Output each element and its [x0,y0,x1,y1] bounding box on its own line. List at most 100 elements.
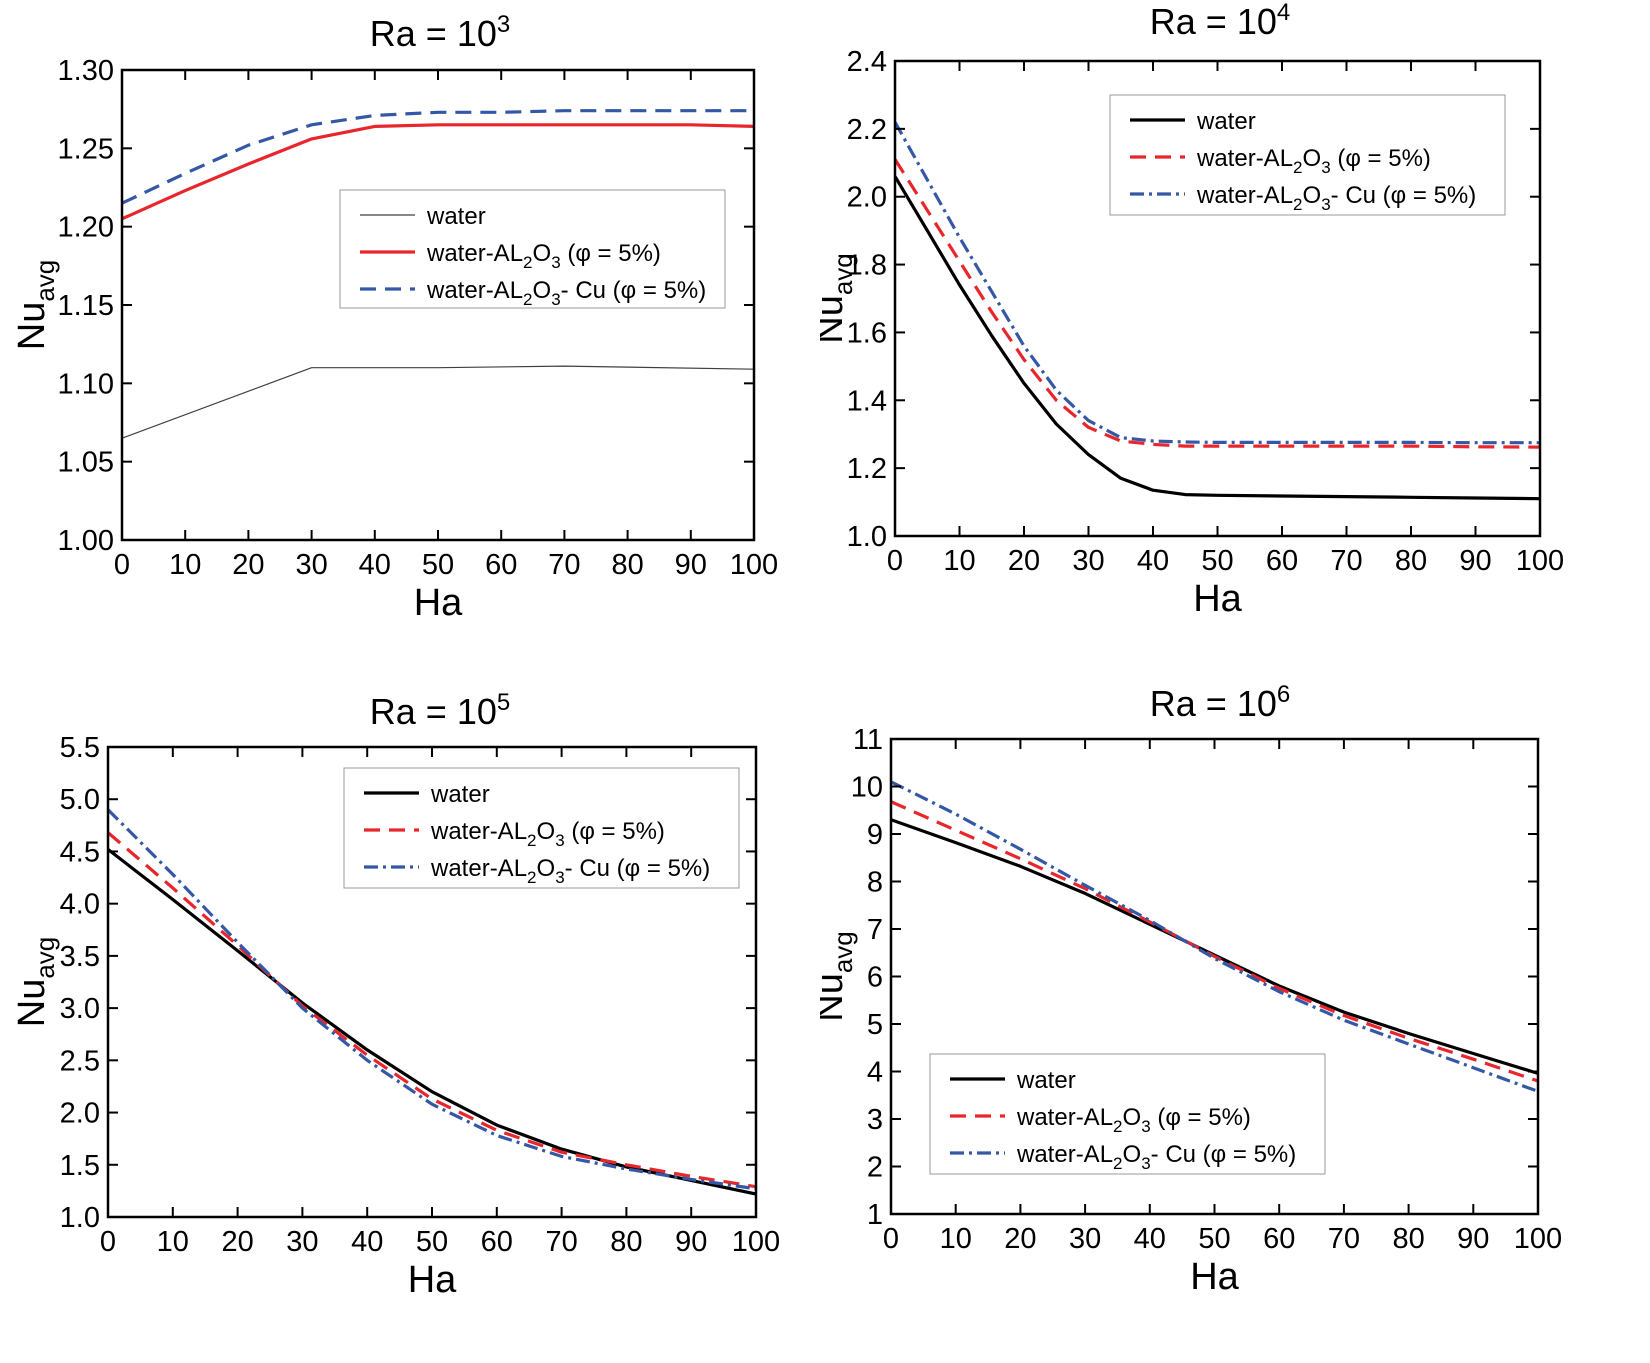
legend-label-part: O [1123,1104,1142,1131]
y-tick-label: 5.5 [60,732,100,764]
x-tick-label: 30 [286,1226,318,1258]
legend-label-part: - Cu (φ = 5%) [1331,182,1477,209]
legend-label-subscript: 3 [555,831,564,850]
y-axis-title-subscript: avg [828,253,858,295]
legend-label-subscript: 2 [1293,158,1302,177]
series-line-water-al2o3-cu-5- [891,780,1538,1093]
series-line-water-al2o3-cu-5- [895,121,1540,445]
x-tick-label: 10 [943,545,975,577]
x-tick-label: 60 [485,549,517,581]
x-tick-label: 80 [611,549,643,581]
x-axis-title: Ha [1193,578,1242,620]
x-tick-label: 20 [232,549,264,581]
x-tick-label: 0 [883,1223,899,1255]
legend-label-part: (φ = 5%) [1151,1104,1251,1131]
y-tick-label: 4.0 [60,889,100,921]
x-tick-label: 50 [416,1226,448,1258]
x-tick-label: 100 [1516,545,1564,577]
legend-label-part: O [537,855,556,882]
y-tick-label: 3.0 [60,993,100,1025]
x-tick-label: 90 [1459,545,1491,577]
x-axis-title: Ha [414,582,463,624]
legend-label-part: (φ = 5%) [561,240,661,267]
series-line-water-al2o3-5- [891,800,1538,1083]
y-axis-title-subscript: avg [828,931,858,973]
chart-panel-ra-1e5: Ra = 105 0 10 20 30 40 50 60 70 80 90 100 1.0 1.5 2.0 2… [0,680,820,1358]
x-tick-label: 70 [1328,1223,1360,1255]
x-tick-label: 20 [1004,1223,1036,1255]
y-axis-title: Nuavg [11,260,60,351]
y-tick-label: 1.6 [847,317,887,349]
legend-label-subscript: 3 [551,253,560,272]
legend-label-part: O [1303,145,1322,172]
x-tick-label: 90 [675,549,707,581]
y-tick-label: 4 [867,1057,883,1089]
legend-label-part: water-AL [1196,145,1293,172]
y-tick-label: 9 [867,819,883,851]
x-tick-label: 30 [1069,1223,1101,1255]
legend-label-part: (φ = 5%) [565,818,665,845]
y-axis-title-text: Nu [820,973,851,1022]
x-tick-label: 20 [221,1226,253,1258]
legend-label: water [1016,1067,1076,1094]
series-line-water-al2o3-cu-5- [108,808,756,1191]
legend-label-part: (φ = 5%) [1331,145,1431,172]
legend-label-part: water-AL [1196,182,1293,209]
chart-title: Ra = 106 [1150,681,1290,724]
y-tick-label: 5 [867,1009,883,1041]
x-tick-label: 50 [1198,1223,1230,1255]
y-axis-title-subscript: avg [30,937,60,979]
legend-box [339,189,726,309]
legend-label-subscript: 3 [1321,158,1330,177]
legend-label-subscript: 3 [551,290,560,309]
chart-title-text: Ra = 10 [1150,1,1277,42]
x-tick-label: 30 [1072,545,1104,577]
y-tick-label: 1.0 [60,1202,100,1234]
series-line-water [895,175,1540,501]
x-tick-label: 70 [545,1226,577,1258]
y-axis-title-text: Nu [11,302,53,351]
y-axis-title-text: Nu [11,979,53,1028]
x-axis-title: Ha [408,1259,457,1301]
x-tick-label: 90 [675,1226,707,1258]
legend-label-subscript: 2 [1113,1154,1122,1173]
legend-label-part: water-AL [426,277,523,304]
chart-title-exponent: 6 [1277,681,1290,708]
series-group [108,808,756,1196]
x-tick-label: 30 [295,549,327,581]
legend-label: water [426,203,486,230]
series-group [891,780,1538,1093]
legend-label-part: water-AL [1016,1104,1113,1131]
chart-title: Ra = 104 [1150,0,1290,42]
chart-panel-ra-1e6: Ra = 106 0 10 20 30 40 50 60 70 80 90 100 1 2 3 4 5 6 7 8 9 1… [809,680,1650,1358]
x-tick-label: 0 [114,549,130,581]
legend-label-part: water-AL [430,818,527,845]
x-tick-label: 80 [1395,545,1427,577]
y-tick-label: 2.0 [847,182,887,214]
series-line-water-al2o3-5- [895,158,1540,449]
x-tick-label: 100 [730,549,778,581]
legend-label: water-AL2O3 (φ = 5%) [1196,145,1431,177]
legend-label: water-AL2O3- Cu (φ = 5%) [430,855,710,887]
series-line-water [108,848,756,1196]
x-tick-label: 60 [481,1226,513,1258]
y-tick-label: 2.0 [60,1098,100,1130]
x-tick-label: 0 [100,1226,116,1258]
x-tick-label: 40 [1134,1223,1166,1255]
x-tick-label: 10 [169,549,201,581]
y-tick-label: 1.25 [58,133,114,165]
legend-label-subscript: 3 [555,868,564,887]
legend-label: water-AL2O3- Cu (φ = 5%) [1196,182,1476,214]
chart-title-text: Ra = 10 [1150,683,1277,724]
series-line-water-al2o3-5- [122,123,754,221]
y-tick-label: 11 [853,724,883,756]
legend-label-part: - Cu (φ = 5%) [565,855,711,882]
legend-label-subscript: 2 [527,868,536,887]
chart-title-exponent: 4 [1277,0,1290,26]
legend-label-part: water-AL [1016,1141,1113,1168]
chart-panel-ra-1e3: Ra = 103 0 10 20 30 40 50 60 70 80 90 100 1.00 1.05 1.… [0,0,820,640]
legend-label-part: water-AL [430,855,527,882]
